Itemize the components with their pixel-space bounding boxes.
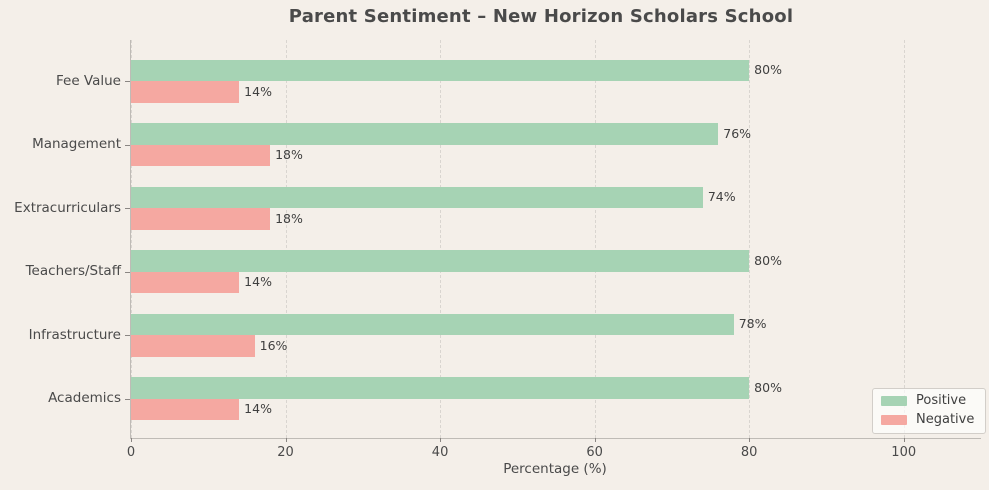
gridline [903, 40, 905, 438]
bar-positive [131, 313, 734, 335]
x-tick-label: 100 [891, 445, 917, 460]
bar-negative [131, 208, 271, 230]
legend-swatch-positive [881, 396, 907, 407]
x-tick [594, 438, 596, 442]
bar-value-label: 14% [244, 401, 272, 417]
x-tick-label: 20 [277, 445, 294, 460]
y-tick [125, 208, 130, 209]
category-label: Management [32, 136, 121, 152]
x-tick-label: 80 [740, 445, 758, 460]
bar-value-label: 80% [754, 252, 782, 268]
legend-label: Positive [916, 393, 967, 408]
bar-negative [131, 335, 255, 357]
category-label: Extracurriculars [14, 199, 121, 216]
plot-area: 0 20 40 60 80 100 Fee Value 80% 14% Management 76%… [14, 40, 981, 460]
bar-value-label: 14% [244, 83, 272, 99]
bar-value-label: 74% [707, 189, 736, 205]
bar-value-label: 76% [723, 125, 752, 141]
x-tick [440, 438, 442, 442]
gridline [285, 40, 287, 438]
y-tick [125, 271, 130, 273]
bar-value-label: 80% [754, 379, 782, 395]
legend-swatch-negative [881, 415, 907, 426]
bar-positive [131, 123, 719, 145]
bar-value-label: 16% [259, 337, 288, 353]
bar-positive [131, 186, 703, 208]
y-tick [125, 81, 130, 82]
x-tick [131, 438, 132, 442]
x-tick-label: 40 [431, 445, 449, 460]
chart-title: Parent Sentiment – New Horizon Scholars … [288, 6, 794, 27]
bar-negative [131, 144, 271, 166]
bar-value-label: 18% [275, 210, 303, 226]
bar-negative [131, 271, 240, 293]
category-label: Infrastructure [28, 326, 121, 343]
bar-positive [131, 59, 750, 81]
y-tick [125, 144, 130, 146]
legend-item: Negative [881, 411, 975, 428]
gridline [131, 40, 132, 438]
x-tick-label: 0 [126, 445, 136, 460]
legend-label: Negative [916, 411, 975, 427]
legend-item: Positive [881, 393, 974, 409]
gridline [594, 40, 596, 438]
y-tick [125, 398, 130, 400]
gridline [440, 40, 442, 438]
x-tick-label: 60 [586, 445, 603, 460]
bar-value-label: 14% [244, 274, 272, 290]
x-tick [749, 438, 751, 442]
bar-negative [131, 81, 240, 103]
x-tick [903, 438, 905, 442]
legend: Positive Negative [872, 388, 987, 434]
category-label: Fee Value [55, 72, 121, 89]
bar-positive [131, 250, 750, 272]
bar-value-label: 78% [738, 316, 767, 332]
y-tick [125, 335, 130, 336]
category-label: Academics [48, 390, 121, 406]
category-label: Teachers/Staff [25, 263, 121, 279]
x-axis-label: Percentage (%) [503, 461, 607, 477]
bar-value-label: 18% [275, 147, 303, 163]
x-tick [285, 438, 287, 442]
bar-negative [131, 398, 240, 420]
bar-positive [131, 377, 750, 399]
gridline [749, 40, 751, 438]
bar-value-label: 80% [754, 62, 782, 78]
